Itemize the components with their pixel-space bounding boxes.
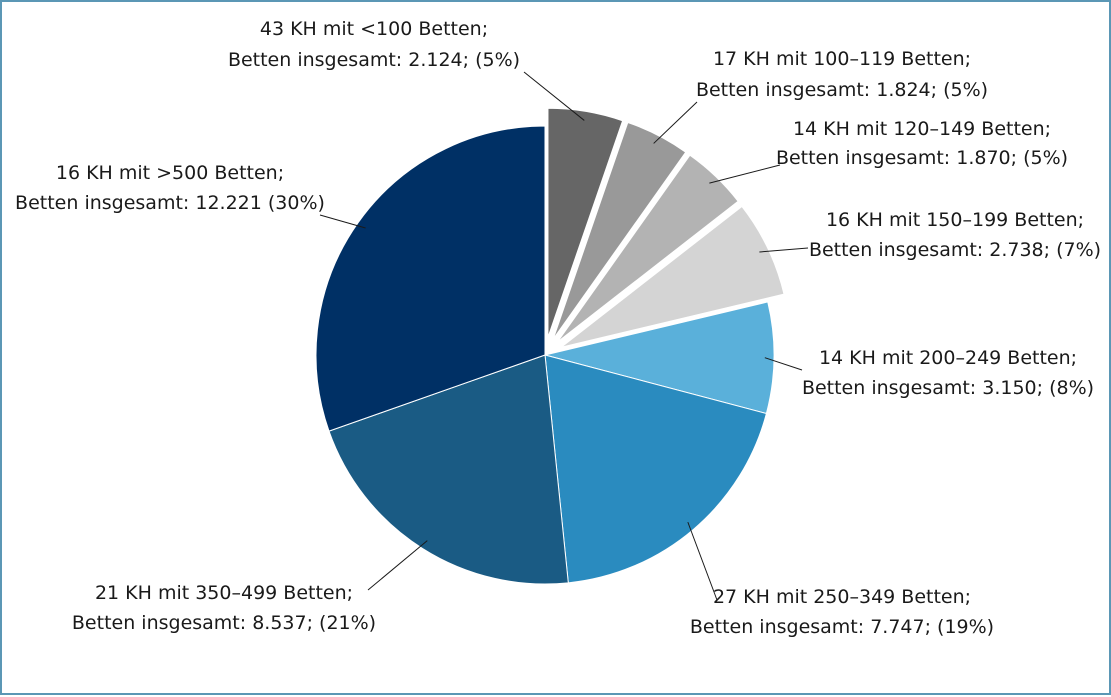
slice-label-1-line-2: Betten insgesamt: 2.124; (5%) <box>228 49 520 71</box>
pie-slice-8 <box>315 125 546 432</box>
leader-line-4 <box>759 247 809 253</box>
slice-label-1-line-1: 43 KH mit <100 Betten; <box>260 18 488 40</box>
leader-line-6 <box>687 521 718 601</box>
slice-label-5-line-2: Betten insgesamt: 3.150; (8%) <box>802 377 1094 399</box>
leader-line-8 <box>319 214 366 229</box>
slice-label-6-line-2: Betten insgesamt: 7.747; (19%) <box>690 616 994 638</box>
slice-label-4-line-1: 16 KH mit 150–199 Betten; <box>826 209 1084 231</box>
leader-line-5 <box>764 357 803 371</box>
leader-line-3 <box>709 164 781 184</box>
slice-label-2-line-1: 17 KH mit 100–119 Betten; <box>713 48 971 70</box>
slice-label-7-line-1: 21 KH mit 350–499 Betten; <box>95 582 353 604</box>
pie-slice-4 <box>560 205 785 348</box>
slice-label-3-line-1: 14 KH mit 120–149 Betten; <box>793 118 1051 140</box>
pie-slice-6 <box>544 354 768 584</box>
leader-line-1 <box>523 71 585 121</box>
slice-label-7-line-2: Betten insgesamt: 8.537; (21%) <box>72 612 376 634</box>
slice-label-6-line-1: 27 KH mit 250–349 Betten; <box>713 586 971 608</box>
pie-slice-3 <box>557 154 739 343</box>
slice-label-8-line-1: 16 KH mit >500 Betten; <box>56 162 284 184</box>
pie-slice-1 <box>547 107 624 338</box>
pie-slice-7 <box>328 354 569 585</box>
slice-label-8-line-2: Betten insgesamt: 12.221 (30%) <box>15 192 325 214</box>
leader-line-2 <box>653 101 698 144</box>
pie-slice-2 <box>552 121 687 340</box>
slice-label-4-line-2: Betten insgesamt: 2.738; (7%) <box>809 239 1101 261</box>
leader-line-7 <box>367 540 428 591</box>
slice-label-3-line-2: Betten insgesamt: 1.870; (5%) <box>776 147 1068 169</box>
slice-label-5-line-1: 14 KH mit 200–249 Betten; <box>819 347 1077 369</box>
slice-label-2-line-2: Betten insgesamt: 1.824; (5%) <box>696 79 988 101</box>
pie-slice-5 <box>544 301 775 415</box>
